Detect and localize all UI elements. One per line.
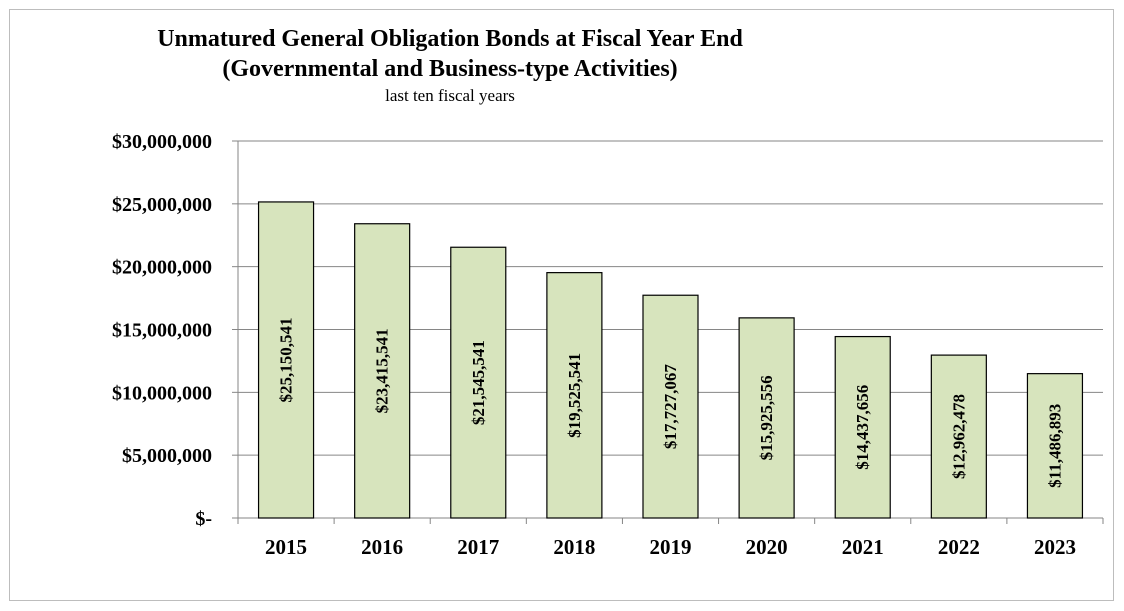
data-label: $23,415,541 <box>373 328 392 413</box>
data-label: $17,727,067 <box>661 364 680 450</box>
x-tick-label: 2020 <box>746 535 788 559</box>
bar <box>546 272 603 519</box>
bar <box>1026 373 1084 519</box>
chart-title: Unmatured General Obligation Bonds at Fi… <box>157 26 743 52</box>
y-tick-label: $25,000,000 <box>112 194 212 216</box>
data-label: $12,962,478 <box>949 394 968 479</box>
bar <box>257 201 315 519</box>
x-tick-label: 2022 <box>938 535 980 559</box>
bar <box>834 335 891 519</box>
data-label: $11,486,893 <box>1045 404 1064 488</box>
x-tick-label: 2016 <box>361 535 403 559</box>
bar <box>354 223 411 519</box>
data-label: $25,150,541 <box>277 317 296 402</box>
x-tick-label: 2021 <box>842 535 884 559</box>
data-label: $21,545,541 <box>469 340 488 425</box>
y-tick-label: $15,000,000 <box>112 320 212 342</box>
x-tick-label: 2015 <box>265 535 307 559</box>
x-tick-label: 2023 <box>1034 535 1076 559</box>
x-tick-label: 2018 <box>553 535 595 559</box>
y-tick-label: $10,000,000 <box>112 382 212 404</box>
y-tick-label: $5,000,000 <box>122 445 212 467</box>
chart-subtitle-years: last ten fiscal years <box>385 86 515 105</box>
bar <box>738 317 795 519</box>
data-label: $15,925,556 <box>757 375 776 460</box>
chart-subtitle: (Governmental and Business-type Activiti… <box>222 56 678 82</box>
bar <box>930 354 987 519</box>
data-label: $19,525,541 <box>565 353 584 438</box>
x-tick-label: 2017 <box>457 535 499 559</box>
bar <box>450 246 507 519</box>
x-tick-label: 2019 <box>650 535 692 559</box>
y-tick-label: $30,000,000 <box>112 131 212 153</box>
y-tick-label: $20,000,000 <box>112 257 212 279</box>
y-tick-label: $- <box>195 508 212 530</box>
bar <box>642 294 699 519</box>
data-label: $14,437,656 <box>853 385 872 470</box>
